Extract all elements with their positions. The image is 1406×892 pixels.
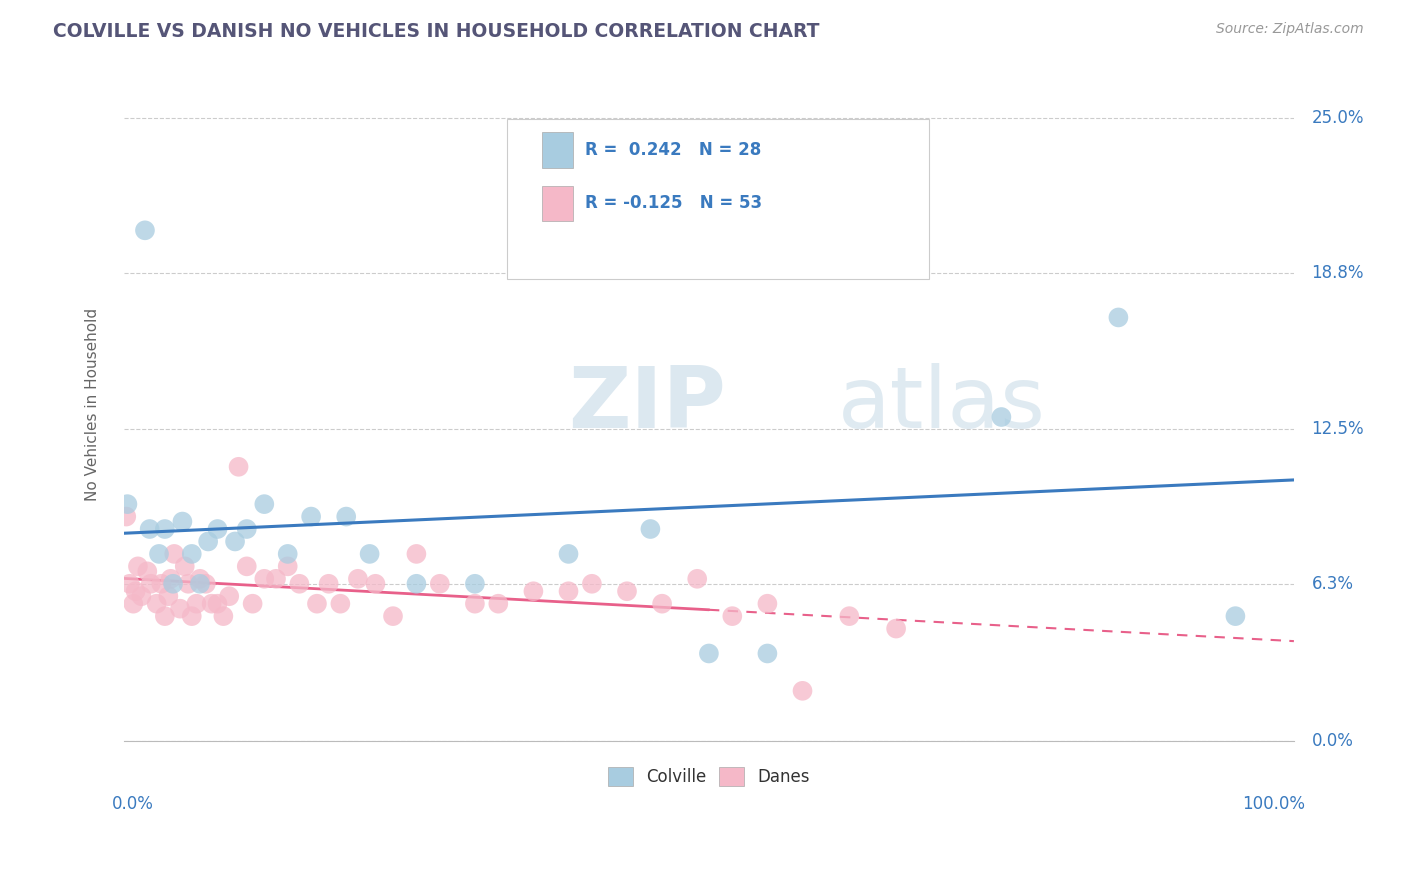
Text: R =  0.242   N = 28: R = 0.242 N = 28 xyxy=(585,141,761,159)
Point xyxy=(157,589,180,603)
Point xyxy=(686,572,709,586)
Point xyxy=(169,601,191,615)
Text: 0.0%: 0.0% xyxy=(1312,731,1354,749)
Point xyxy=(557,584,579,599)
Point xyxy=(188,572,211,586)
Point xyxy=(1225,609,1247,624)
Point xyxy=(153,609,176,624)
Point xyxy=(139,576,162,591)
Point xyxy=(134,223,156,237)
Point xyxy=(651,597,673,611)
Point xyxy=(756,597,779,611)
Point xyxy=(364,576,387,591)
Point xyxy=(228,459,250,474)
Point xyxy=(150,576,173,591)
Point xyxy=(197,534,219,549)
Point xyxy=(299,509,322,524)
Point xyxy=(236,522,259,536)
Text: 25.0%: 25.0% xyxy=(1312,110,1364,128)
Point xyxy=(172,515,194,529)
Point xyxy=(138,522,160,536)
Point xyxy=(118,576,141,591)
Point xyxy=(277,559,299,574)
Text: 18.8%: 18.8% xyxy=(1312,264,1364,282)
Point xyxy=(163,547,186,561)
Point xyxy=(382,609,405,624)
Point xyxy=(405,576,427,591)
Point xyxy=(207,522,229,536)
Point xyxy=(212,609,235,624)
Point xyxy=(207,597,229,611)
Point xyxy=(177,576,200,591)
Point xyxy=(1107,310,1129,325)
Point xyxy=(557,547,579,561)
Point xyxy=(253,572,276,586)
Text: COLVILLE VS DANISH NO VEHICLES IN HOUSEHOLD CORRELATION CHART: COLVILLE VS DANISH NO VEHICLES IN HOUSEH… xyxy=(53,22,820,41)
Point xyxy=(124,584,146,599)
Point xyxy=(756,647,779,661)
Point xyxy=(581,576,603,591)
Text: atlas: atlas xyxy=(838,363,1046,446)
Point xyxy=(115,509,138,524)
Point xyxy=(792,683,814,698)
Point xyxy=(186,597,208,611)
Point xyxy=(697,647,720,661)
Point xyxy=(153,522,176,536)
Point xyxy=(122,597,145,611)
Point xyxy=(236,559,259,574)
Point xyxy=(148,547,170,561)
Point xyxy=(131,589,153,603)
Point xyxy=(242,597,264,611)
Point xyxy=(464,597,486,611)
Point xyxy=(335,509,357,524)
Point xyxy=(159,572,181,586)
Point xyxy=(180,547,202,561)
Point xyxy=(224,534,246,549)
Point xyxy=(721,609,744,624)
Point xyxy=(305,597,328,611)
Text: 100.0%: 100.0% xyxy=(1243,796,1306,814)
Point xyxy=(180,609,202,624)
Point xyxy=(329,597,352,611)
Point xyxy=(288,576,311,591)
Point xyxy=(188,576,211,591)
Point xyxy=(873,260,896,275)
Y-axis label: No Vehicles in Household: No Vehicles in Household xyxy=(86,308,100,501)
Point xyxy=(486,597,509,611)
Point xyxy=(201,597,224,611)
Point xyxy=(884,622,907,636)
Point xyxy=(136,565,159,579)
Point xyxy=(640,522,662,536)
Point xyxy=(277,547,299,561)
Point xyxy=(522,584,544,599)
Text: R = -0.125   N = 53: R = -0.125 N = 53 xyxy=(585,194,762,212)
Point xyxy=(359,547,381,561)
Text: Source: ZipAtlas.com: Source: ZipAtlas.com xyxy=(1216,22,1364,37)
Point xyxy=(218,589,240,603)
Text: ZIP: ZIP xyxy=(568,363,727,446)
Point xyxy=(429,576,451,591)
Point xyxy=(616,584,638,599)
Point xyxy=(405,547,427,561)
Point xyxy=(464,576,486,591)
Point xyxy=(347,572,370,586)
Text: 12.5%: 12.5% xyxy=(1312,420,1364,439)
Point xyxy=(127,559,149,574)
Point xyxy=(990,409,1012,424)
Point xyxy=(162,576,184,591)
Point xyxy=(117,497,139,511)
Point xyxy=(145,597,167,611)
Text: 0.0%: 0.0% xyxy=(112,796,155,814)
Point xyxy=(253,497,276,511)
Point xyxy=(194,576,217,591)
Point xyxy=(318,576,340,591)
Point xyxy=(173,559,195,574)
Text: 6.3%: 6.3% xyxy=(1312,574,1354,593)
Point xyxy=(264,572,287,586)
Legend: Colville, Danes: Colville, Danes xyxy=(600,761,817,793)
Point xyxy=(838,609,860,624)
